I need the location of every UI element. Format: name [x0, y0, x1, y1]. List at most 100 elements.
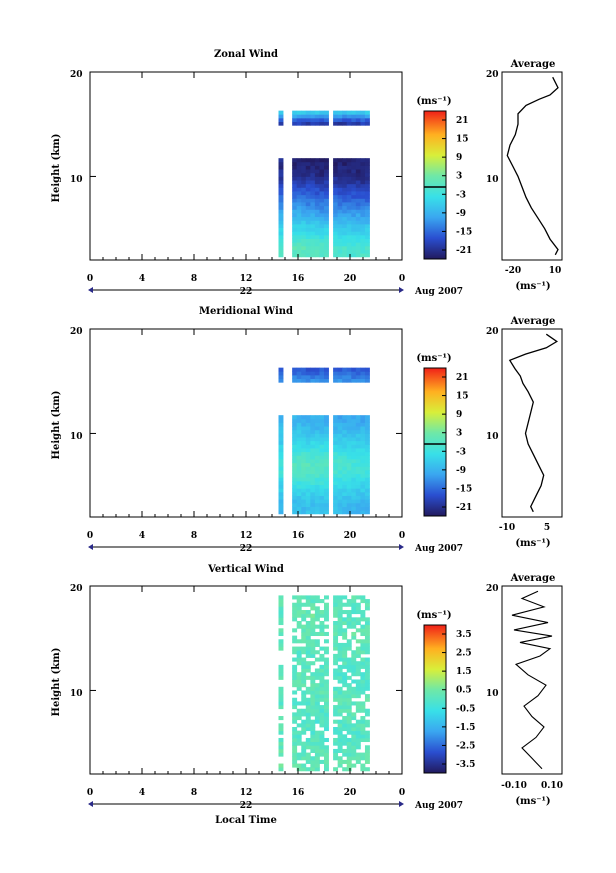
heatmap-cell [346, 642, 352, 647]
heatmap-cell [310, 231, 316, 236]
heatmap-cell [319, 238, 325, 243]
heatmap-cell [360, 245, 366, 250]
heatmap-cell [324, 198, 329, 203]
heatmap-cell [364, 245, 370, 250]
heatmap-cell [301, 234, 307, 239]
heatmap-cell [337, 227, 343, 232]
heatmap-cell [314, 650, 320, 655]
heatmap-cell [364, 748, 370, 753]
heatmap-cell [310, 510, 316, 515]
heatmap-cell [296, 429, 302, 434]
heatmap-cell [324, 466, 329, 471]
heatmap-cell [296, 110, 302, 115]
heatmap-cell [314, 227, 320, 232]
heatmap-cell [342, 737, 348, 743]
heatmap-cell [305, 745, 311, 750]
heatmap-cell [364, 180, 370, 185]
heatmap-cell [301, 238, 307, 243]
heatmap-cell [337, 668, 343, 673]
heatmap-cell [355, 455, 361, 460]
heatmap-cell [314, 745, 320, 750]
heatmap-cell [351, 176, 357, 181]
heatmap-cell [337, 745, 343, 750]
colorbar-tick-label: -9 [456, 466, 466, 476]
heatmap-cell [333, 488, 339, 493]
heatmap-cell [355, 734, 361, 739]
heatmap-cell [346, 683, 352, 688]
heatmap-cell [346, 708, 352, 713]
average-x-label: (ms⁻¹) [515, 538, 550, 549]
heatmap-cell [324, 187, 329, 192]
heatmap-cell [351, 242, 357, 247]
heatmap-cell [278, 727, 284, 732]
heatmap-cell [351, 606, 357, 611]
heatmap-cell [278, 595, 284, 600]
heatmap-cell [314, 480, 320, 486]
heatmap-cell [364, 172, 370, 177]
heatmap-cell [319, 205, 325, 210]
heatmap-cell [324, 723, 329, 728]
heatmap-cell [360, 378, 366, 383]
heatmap-cell [278, 455, 284, 460]
heatmap-cell [310, 198, 316, 203]
heatmap-cell [301, 371, 307, 376]
heatmap-cell [333, 730, 339, 735]
heatmap-cell [305, 169, 311, 174]
heatmap-cell [337, 653, 343, 658]
heatmap-cell [333, 484, 339, 489]
heatmap-cell [278, 484, 284, 489]
heatmap-cell [319, 488, 325, 493]
heatmap-cell [346, 227, 352, 232]
date-axis-right-arrow [399, 801, 404, 807]
heatmap-cell [351, 433, 357, 438]
heatmap-cell [360, 234, 366, 239]
heatmap-cell [360, 477, 366, 482]
heatmap-cell [278, 672, 284, 677]
heatmap-cell [364, 737, 370, 743]
heatmap-cell [351, 227, 357, 232]
date-label: Aug 2007 [414, 287, 463, 297]
heatmap-cell [333, 672, 339, 677]
heatmap-cell [292, 459, 298, 464]
heatmap-cell [324, 245, 329, 250]
colorbar-tick-label: 21 [456, 116, 469, 126]
heatmap-cell [292, 429, 298, 434]
heatmap-cell [351, 444, 357, 449]
heatmap-cell [278, 602, 284, 607]
heatmap-cell [364, 480, 370, 486]
heatmap-cell [319, 418, 325, 423]
heatmap-cell [364, 672, 370, 677]
heatmap-cell [314, 470, 320, 475]
heatmap-cell [319, 675, 325, 680]
heatmap-cell [319, 752, 325, 757]
heatmap-cell [305, 161, 311, 166]
heatmap-cell [301, 422, 307, 427]
heatmap-cell [360, 198, 366, 203]
heatmap-cell [364, 444, 370, 449]
heatmap-cell [292, 672, 298, 677]
heatmap-cell [278, 730, 284, 735]
heatmap-cell [310, 415, 316, 420]
heatmap-cell [305, 488, 311, 493]
heatmap-cell [310, 459, 316, 464]
heatmap-cell [314, 752, 320, 757]
heatmap-cell [278, 418, 284, 423]
heatmap-cell [342, 213, 348, 218]
heatmap-cell [296, 653, 302, 658]
heatmap-cell [278, 745, 284, 750]
heatmap-cell [301, 245, 307, 250]
heatmap-cell [351, 455, 357, 460]
heatmap-cell [314, 176, 320, 181]
heatmap-cell [305, 628, 311, 633]
heatmap-cell [342, 719, 348, 724]
heatmap-cell [364, 602, 370, 607]
heatmap-cell [360, 433, 366, 438]
heatmap-cell [355, 650, 361, 655]
heatmap-cell [301, 752, 307, 757]
heatmap-cell [337, 234, 343, 239]
heatmap-cell [314, 216, 320, 221]
heatmap-cell [351, 484, 357, 489]
heatmap-cell [301, 672, 307, 677]
average-x-tick-label: -10 [499, 523, 515, 533]
heatmap-cell [337, 708, 343, 713]
